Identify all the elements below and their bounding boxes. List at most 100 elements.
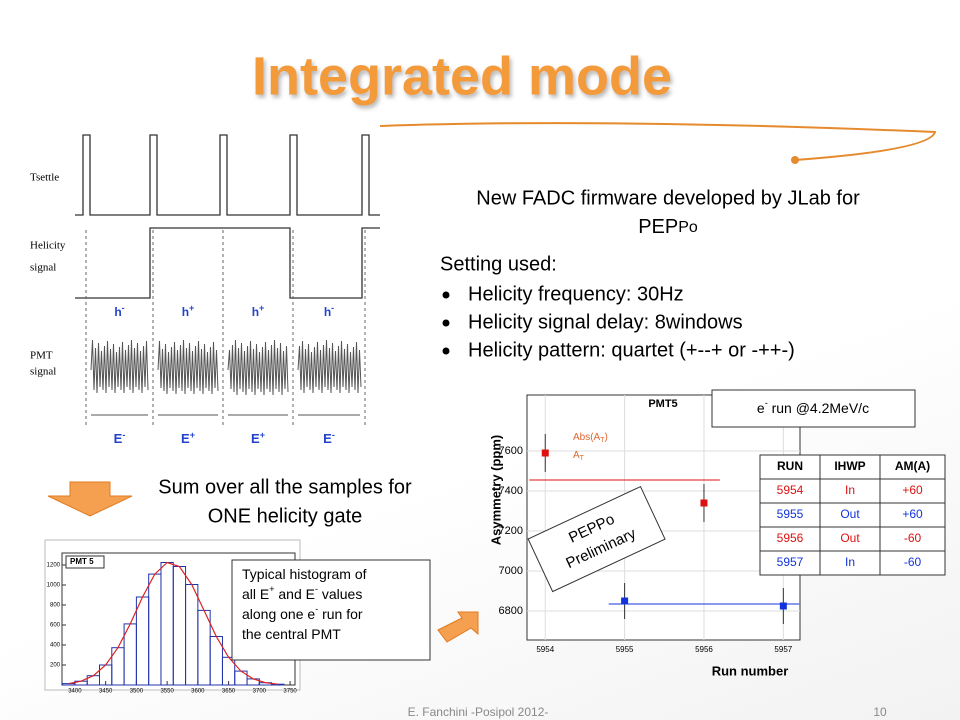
run-box bbox=[711, 389, 916, 428]
y-tick-label: 1200 bbox=[47, 563, 61, 569]
histogram-note: the central PMT bbox=[242, 626, 341, 642]
firmware-note: PEPPo bbox=[638, 216, 698, 238]
histogram-note: all E+ and E- values bbox=[242, 584, 362, 601]
legend-entry: AT bbox=[573, 450, 585, 462]
y-tick-label: 400 bbox=[50, 643, 61, 649]
helicity-label: h+ bbox=[182, 303, 195, 319]
y-tick-label: 200 bbox=[50, 663, 61, 669]
text-part: the central PMT bbox=[242, 626, 341, 642]
stamp-box bbox=[527, 485, 666, 593]
text-part: all E bbox=[242, 586, 269, 602]
decor-curve bbox=[379, 122, 937, 161]
text-part: T bbox=[580, 455, 585, 462]
table-cell: -60 bbox=[904, 555, 922, 569]
text-part: values bbox=[318, 586, 362, 602]
sum-note: Sum over all the samples for bbox=[158, 476, 412, 498]
text-part: + bbox=[260, 430, 265, 440]
text-part: - bbox=[315, 604, 318, 614]
table-cell: 5956 bbox=[777, 531, 804, 545]
text-part: run for bbox=[318, 606, 363, 622]
helicity-label: h+ bbox=[252, 303, 265, 319]
pmt-wave bbox=[227, 339, 289, 396]
text-part: Po bbox=[678, 219, 698, 236]
text-part: PEP bbox=[638, 216, 678, 238]
y-tick-label: 6800 bbox=[499, 605, 523, 617]
pmt-wave bbox=[157, 339, 219, 395]
arrow-down bbox=[47, 481, 133, 517]
x-tick-label: 3550 bbox=[160, 689, 174, 695]
settings-list: Helicity frequency: 30Hz Helicity signal … bbox=[442, 283, 795, 361]
row-label: Helicity bbox=[30, 240, 66, 252]
table-bg bbox=[759, 454, 946, 576]
text-part: h bbox=[114, 305, 121, 319]
histogram-note: Typical histogram of bbox=[242, 566, 367, 582]
timing-diagram: TsettleHelicitysignalPMTsignalh-E-h+E+h+… bbox=[30, 134, 380, 446]
x-tick-label: 3700 bbox=[253, 689, 267, 695]
text-part: e bbox=[757, 400, 765, 416]
y-axis-label: Asymmetry (ppm) bbox=[488, 435, 503, 546]
setting-item: Helicity signal delay: 8windows bbox=[468, 311, 743, 333]
table-cell: -60 bbox=[904, 531, 922, 545]
text-part: - bbox=[122, 303, 125, 313]
data-point bbox=[621, 597, 629, 605]
text-part: along one e bbox=[242, 606, 315, 622]
text-part: + bbox=[269, 584, 274, 594]
text-part: ) bbox=[605, 432, 608, 443]
histogram-title: PMT 5 bbox=[70, 557, 94, 566]
y-tick-label: 7600 bbox=[499, 445, 523, 457]
text-part: T bbox=[600, 437, 605, 444]
table-cell: +60 bbox=[902, 507, 923, 521]
x-tick-label: 3600 bbox=[191, 689, 205, 695]
x-tick-label: 5955 bbox=[616, 645, 634, 654]
run-table: RUN IHWP AM(A) 5954 In +60 5955 Out +60 5956 Out -6… bbox=[759, 454, 946, 576]
page-number: 10 bbox=[873, 705, 887, 719]
text-part: E bbox=[323, 431, 332, 446]
table-cell: 5955 bbox=[777, 507, 804, 521]
settings-heading: Setting used: bbox=[440, 253, 557, 275]
arrow-up-right bbox=[437, 611, 479, 643]
energy-label: E- bbox=[323, 430, 335, 446]
note-box bbox=[231, 559, 431, 661]
table-cell: 5957 bbox=[777, 555, 804, 569]
energy-label: E+ bbox=[251, 430, 265, 446]
helicity-line bbox=[75, 227, 380, 299]
bullet bbox=[442, 319, 450, 327]
pmt-wave bbox=[297, 339, 362, 394]
decor-dot bbox=[791, 156, 799, 164]
bullet bbox=[442, 291, 450, 299]
text-part: E bbox=[114, 431, 123, 446]
footer: E. Fanchini -Posipol 2012- bbox=[408, 705, 549, 719]
row-label: signal bbox=[30, 366, 56, 378]
table-cell: In bbox=[845, 555, 855, 569]
y-tick-label: 600 bbox=[50, 623, 61, 629]
text-part: h bbox=[252, 305, 259, 319]
firmware-note: New FADC firmware developed by JLab for bbox=[476, 187, 860, 209]
text-part: - bbox=[315, 584, 318, 594]
y-tick-label: 800 bbox=[50, 603, 61, 609]
energy-label: E+ bbox=[181, 430, 195, 446]
setting-item: Helicity frequency: 30Hz bbox=[468, 283, 684, 305]
tsettle-line bbox=[75, 134, 380, 216]
y-tick-label: 7200 bbox=[499, 525, 523, 537]
x-tick-label: 5956 bbox=[695, 645, 713, 654]
histogram-note: along one e- run for bbox=[242, 604, 363, 621]
helicity-label: h- bbox=[114, 303, 124, 319]
text-part: + bbox=[190, 430, 195, 440]
row-label: Tsettle bbox=[30, 172, 59, 184]
text-part: + bbox=[259, 303, 264, 313]
text-part: + bbox=[189, 303, 194, 313]
x-tick-label: 3750 bbox=[283, 689, 297, 695]
bullet bbox=[442, 347, 450, 355]
chart-title: PMT5 bbox=[648, 398, 677, 410]
x-tick-label: 5954 bbox=[536, 645, 554, 654]
text-part: - bbox=[332, 430, 335, 440]
table-header: RUN bbox=[777, 459, 803, 473]
legend-entry: Abs(AT) bbox=[573, 432, 608, 444]
data-point bbox=[541, 449, 549, 457]
plot-area bbox=[526, 394, 801, 641]
pmt-wave bbox=[90, 339, 149, 394]
text-part: and E bbox=[275, 586, 315, 602]
data-point bbox=[779, 602, 787, 610]
